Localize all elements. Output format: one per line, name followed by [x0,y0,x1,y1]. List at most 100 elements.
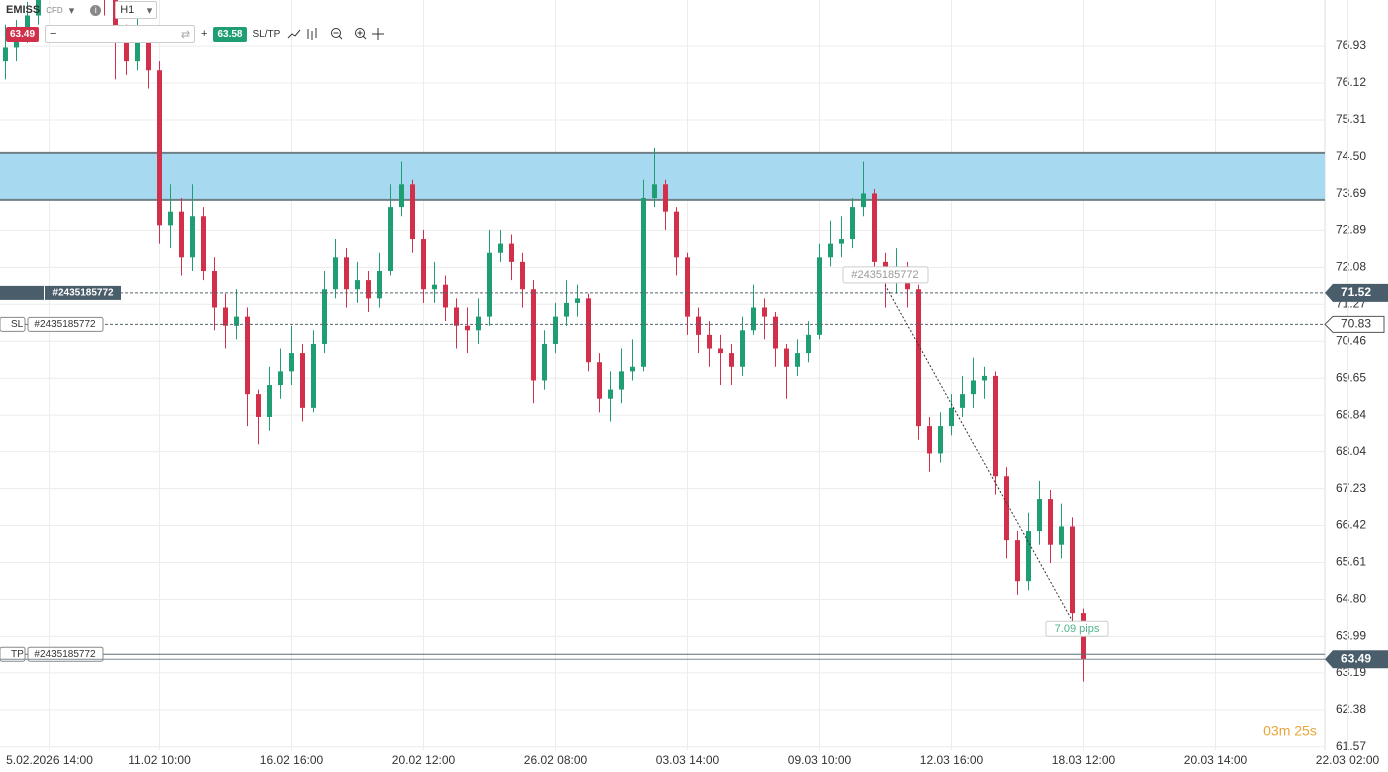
y-tick-label: 63.99 [1336,629,1366,643]
price-badge [1324,315,1385,333]
candle-body [311,343,316,408]
candle-body [234,316,239,326]
candle-body [1059,526,1064,545]
candle-body [916,289,921,427]
candle-body [795,353,800,367]
x-tick-label: 12.03 16:00 [920,753,984,767]
order-tooltip-box [842,266,929,284]
y-tick-label: 68.04 [1336,444,1366,458]
candle-body [630,366,635,372]
timeframe: H1 [120,4,135,16]
candle-body [245,316,250,395]
candle-body [399,184,404,208]
candle-body [454,307,459,326]
candle-body [366,280,371,299]
candle-body [949,407,954,427]
order-kind-box [0,316,26,332]
x-tick-label: 18.03 12:00 [1052,753,1116,767]
volume-input[interactable]: − ⇄ [45,25,196,43]
sltp-button[interactable]: SL/TP [252,28,281,40]
candle-body [773,316,778,349]
candle-body [1048,499,1053,545]
candle-body [355,280,360,290]
sell-button[interactable]: 63.49 [6,26,40,42]
x-tick-label: 16.02 16:00 [260,753,324,767]
candle-body [839,239,844,244]
candle-body [3,47,8,62]
info-icon[interactable]: i [90,4,102,16]
y-tick-label: 70.46 [1336,333,1366,347]
plus-button[interactable]: + [201,28,208,40]
candle-body [443,284,448,308]
candle-body [36,0,41,16]
y-tick-label: 67.23 [1336,481,1366,495]
y-tick-label: 73.69 [1336,186,1366,200]
candle-body [465,325,470,331]
y-tick-label: 65.61 [1336,555,1366,569]
order-id-box [27,316,104,332]
candle-body [608,389,613,399]
candle-body [1070,526,1075,614]
x-tick-label: 03.03 14:00 [656,753,720,767]
candle-body [597,362,602,399]
order-kind-box [0,646,26,662]
timeframe-select[interactable]: H1 ▾ [115,1,158,19]
candle-body [377,270,382,299]
order-id-box [45,285,121,300]
y-tick-label: 76.12 [1336,75,1366,89]
buy-button[interactable]: 63.58 [213,26,247,42]
y-tick-label: 68.84 [1336,407,1366,421]
candle-body [938,426,943,454]
candle-body [201,216,206,271]
candle-body [520,261,525,290]
candle-body [641,197,646,367]
candle-body [575,298,580,303]
y-tick-label: 75.31 [1336,112,1366,126]
candle-body [619,371,624,390]
candle-body [278,371,283,386]
overlay: #2435185772 #2435185772 71.52 SL #2435185772… [0,266,1388,669]
order-handle [0,285,44,300]
price-badge-label: 63.49 [1341,651,1371,665]
candle-body [982,375,987,381]
symbol-dropdown[interactable]: ▾ [68,4,75,17]
tool-icons[interactable] [286,26,386,42]
price-badge [1325,650,1388,669]
candle-body [25,15,30,34]
x-tick-label: 11.02 10:00 [128,753,191,767]
candle-body [993,375,998,477]
x-tick-label: 5.02.2026 14:00 [6,753,93,767]
candle-body [421,239,426,290]
y-tick-label: 63.19 [1336,665,1366,679]
symbol[interactable]: EMISS [6,4,41,16]
candles [3,0,1086,682]
price-badge-label: 70.83 [1341,317,1371,331]
candle-body [861,193,866,208]
candle-body [256,394,261,417]
candle-body [674,211,679,258]
price-badge [1325,283,1388,302]
candle-body [157,70,162,226]
candle-body [663,184,668,212]
candle-body [707,334,712,349]
candle-body [828,243,833,258]
candle-body [817,257,822,335]
y-tick-label: 74.50 [1336,149,1366,163]
candle-body [971,380,976,395]
candle-body [124,38,129,62]
candle-body [487,252,492,317]
y-tick-label: 64.80 [1336,592,1366,606]
candle-body [685,257,690,317]
instrument-type: CFD [46,5,63,15]
candle-body [322,289,327,344]
candle-body [212,270,217,308]
y-tick-label: 62.38 [1336,702,1366,716]
candle-body [872,193,877,262]
x-tick-label: 26.02 08:00 [524,753,588,767]
candle-body [388,207,393,271]
y-tick-label: 61.57 [1336,739,1366,753]
candle-body [432,284,437,290]
